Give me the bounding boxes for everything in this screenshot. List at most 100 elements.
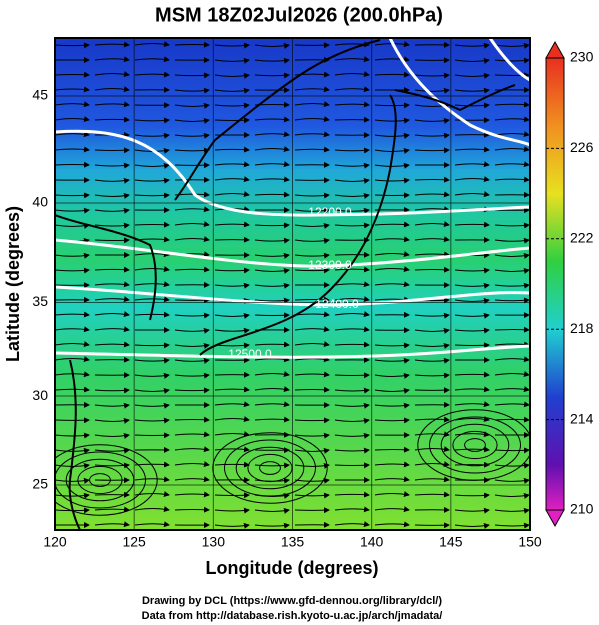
streamline [214,102,250,109]
streamline [134,162,170,169]
x-tick-label: 150 [518,534,542,550]
streamline [494,252,530,259]
streamline [294,146,330,153]
streamline [174,312,210,319]
streamline [494,507,530,514]
y-tick-label: 40 [32,194,48,210]
streamline [214,176,250,183]
streamline [94,387,130,394]
coastline [55,39,516,530]
vortex [440,423,510,467]
streamline [294,131,330,138]
frame [54,37,531,531]
streamline [334,177,370,184]
streamline [374,132,410,139]
x-axis-label: Longitude (degrees) [205,558,378,578]
streamline [254,341,290,348]
vortex [89,473,111,487]
streamline [414,221,450,228]
streamline [414,117,450,124]
x-tick-label: 125 [122,534,146,550]
streamline [454,102,490,109]
streamline [494,447,530,454]
x-tick-label: 130 [202,534,226,550]
streamline [174,476,210,483]
streamline [374,417,410,424]
streamline [214,431,250,438]
streamline [374,102,410,109]
streamline [374,372,410,379]
streamline [414,191,450,198]
streamline [294,86,330,93]
streamline [174,387,210,394]
streamline [494,522,530,529]
streamline [94,296,130,303]
streamline [294,116,330,123]
streamline [214,221,250,228]
streamline [494,371,530,378]
streamline [94,192,130,199]
streamline [134,117,170,124]
streamline [454,57,490,64]
streamline [254,401,290,408]
colorbar-tick-label: 210 [570,501,594,517]
streamline [374,162,410,169]
streamline [294,492,330,499]
vortex [417,409,530,481]
streamline [294,252,330,259]
streamline [214,267,250,274]
streamline [494,146,530,153]
streamline [334,447,370,454]
streamline [214,401,250,408]
streamline [174,147,210,154]
streamline [254,386,290,393]
streamline [214,57,250,64]
streamline [254,57,290,64]
streamline [214,446,250,453]
streamline [94,101,130,108]
streamline [494,161,530,168]
streamline [414,236,450,243]
streamline [254,146,290,153]
vortex [429,416,521,474]
streamline [294,356,330,363]
streamline [174,372,210,379]
streamline [374,342,410,349]
streamline [254,42,290,49]
x-tick-label: 120 [43,534,67,550]
streamline [454,416,490,423]
streamline [134,132,170,139]
streamline [334,417,370,424]
streamline [214,72,250,79]
streamline [414,72,450,79]
streamline [94,207,130,214]
y-tick-label: 45 [32,87,48,103]
x-tick-label: 140 [360,534,384,550]
streamline [94,417,130,424]
streamline [94,86,130,93]
streamline [334,462,370,469]
streamline [254,462,290,469]
streamline [174,102,210,109]
streamline [214,461,250,468]
streamline [55,207,90,214]
streamline [55,386,90,393]
credit: Drawing by DCL (https://www.gfd-dennou.o… [142,595,442,607]
streamline [374,521,410,528]
streamline [374,281,410,288]
streamline [414,102,450,109]
streamline [55,71,90,78]
streamline [134,71,170,78]
streamline [214,161,250,168]
streamline [294,101,330,108]
streamline [334,506,370,513]
streamline [174,431,210,438]
streamline [414,251,450,258]
streamline [454,191,490,198]
streamline [134,521,170,528]
streamline [454,267,490,274]
streamline [294,326,330,333]
streamline [94,506,130,513]
x-tick-label: 145 [439,534,463,550]
colorbar-tick-label: 230 [570,49,594,65]
